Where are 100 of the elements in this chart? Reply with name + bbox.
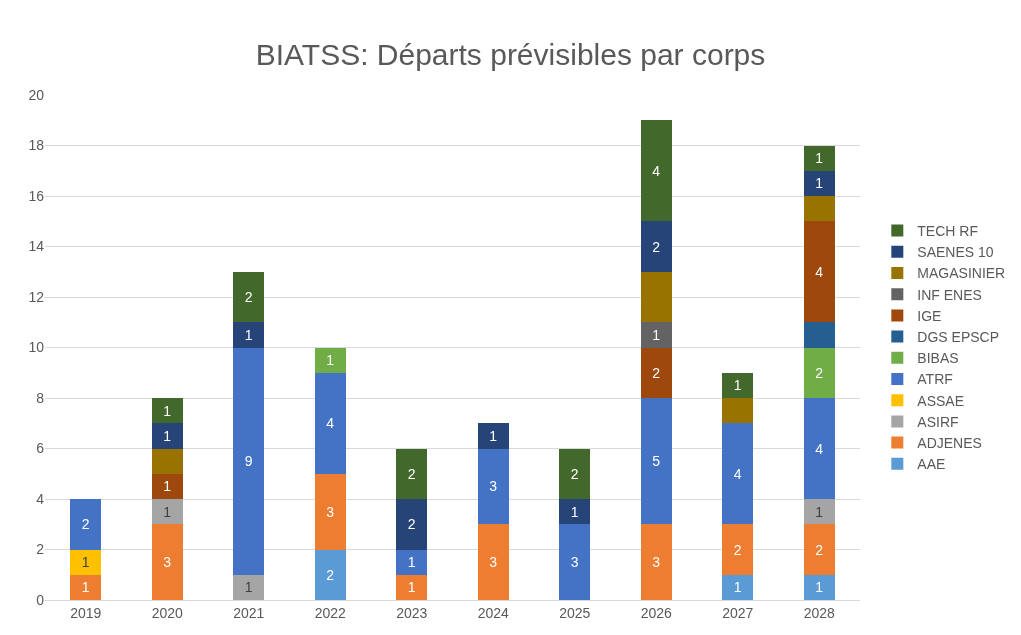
bar [396, 448, 428, 499]
data-label: 4 [815, 263, 824, 280]
data-label: 1 [326, 352, 335, 369]
bar [151, 473, 183, 499]
data-label: 1 [163, 478, 172, 495]
data-label: 3 [326, 503, 335, 520]
bar [640, 347, 672, 398]
bar [722, 524, 754, 575]
bar [640, 398, 672, 525]
x-tick-label: 2024 [477, 604, 510, 621]
x-tick-label: 2028 [803, 604, 836, 621]
data-label: 1 [407, 554, 416, 571]
y-tick-label: 0 [36, 591, 45, 608]
bar [151, 398, 183, 424]
data-label: 2 [81, 516, 90, 533]
data-label: 3 [489, 554, 498, 571]
legend-label: ASIRF [917, 413, 959, 430]
bar [722, 574, 754, 600]
x-tick-label: 2025 [559, 604, 591, 621]
legend-label: SAENES 10 [917, 244, 994, 261]
data-label: 1 [81, 554, 90, 571]
bar [477, 524, 509, 600]
chart-title: BIATSS: Départs prévisibles par corps [255, 38, 766, 72]
y-tick-label: 4 [36, 490, 45, 507]
data-label: 1 [244, 326, 253, 343]
bar [803, 574, 835, 600]
bar [640, 524, 672, 600]
bar [640, 120, 672, 222]
x-tick-label: 2027 [722, 604, 754, 621]
data-label: 4 [326, 415, 335, 432]
data-label: 1 [815, 150, 824, 167]
legend-label: IGE [917, 307, 942, 324]
y-tick-label: 14 [28, 238, 45, 255]
data-label: 4 [733, 465, 742, 482]
bar [803, 145, 835, 171]
bar [233, 271, 265, 323]
data-label: 4 [652, 162, 661, 179]
data-label: 2 [652, 238, 661, 255]
bar [233, 322, 265, 348]
bar [803, 196, 835, 222]
data-label: 1 [489, 427, 498, 444]
bar [233, 347, 265, 575]
data-label: 1 [81, 579, 90, 596]
data-label: 2 [326, 566, 335, 583]
bar [559, 499, 591, 525]
bar [803, 322, 835, 348]
data-label: 4 [815, 440, 824, 457]
data-label: 3 [652, 554, 661, 571]
data-label: 2 [407, 465, 416, 482]
bar [803, 347, 835, 398]
data-label: 2 [244, 289, 253, 305]
data-label: 5 [652, 453, 661, 470]
data-label: 9 [244, 453, 253, 470]
data-label: 1 [733, 377, 742, 394]
data-label: 1 [815, 175, 824, 192]
bar [314, 549, 346, 600]
y-tick-label: 2 [36, 541, 45, 558]
data-label: 2 [815, 364, 824, 381]
y-tick-label: 18 [28, 137, 45, 154]
data-label: 2 [733, 541, 742, 558]
bar [396, 574, 428, 600]
data-label: 3 [163, 554, 172, 571]
x-tick-label: 2026 [640, 604, 673, 621]
bar [559, 524, 591, 600]
bar [70, 499, 102, 550]
bar [314, 372, 346, 474]
data-label: 2 [407, 516, 416, 533]
bar [314, 347, 346, 373]
data-label: 2 [815, 541, 824, 558]
data-label: 1 [407, 579, 416, 596]
bar [640, 221, 672, 272]
y-tick-label: 20 [28, 86, 45, 103]
legend-label: ADJENES [917, 435, 982, 452]
bar [559, 448, 591, 499]
bar [803, 398, 835, 499]
bar [803, 499, 835, 525]
legend-label: ATRF [917, 371, 953, 388]
data-label: 1 [815, 579, 824, 596]
data-label: 1 [652, 326, 661, 343]
bar [151, 423, 183, 449]
bar [70, 549, 102, 575]
bar [151, 499, 183, 525]
x-tick-label: 2021 [233, 604, 265, 621]
legend-label: DGS EPSCP [917, 329, 1000, 346]
legend-label: INF ENES [917, 286, 982, 303]
bar [722, 372, 754, 398]
y-tick-label: 6 [36, 440, 45, 457]
data-label: 1 [163, 503, 172, 520]
data-label: 1 [163, 402, 172, 419]
data-label: 3 [489, 478, 498, 495]
y-tick-label: 12 [28, 288, 45, 305]
bar [803, 221, 835, 323]
bar [396, 499, 428, 550]
data-label: 1 [570, 503, 579, 520]
bar [233, 574, 265, 600]
bar [640, 271, 672, 323]
y-tick-label: 16 [28, 187, 45, 204]
bar [151, 448, 183, 474]
bar [722, 398, 754, 424]
data-label: 1 [163, 427, 172, 444]
